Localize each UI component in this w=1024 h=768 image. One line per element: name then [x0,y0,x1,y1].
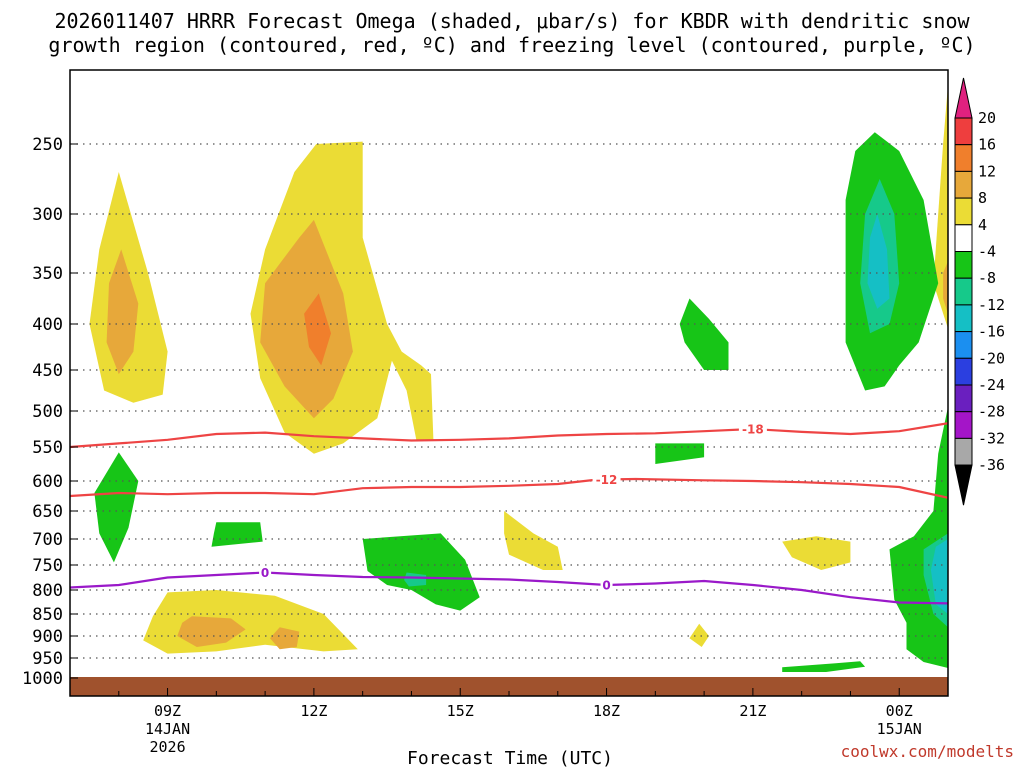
xtick-label-18Z: 18Z [593,702,620,720]
colorbar-tick-10: -24 [978,376,1005,394]
colorbar-tick-5: -4 [978,243,996,261]
credit-link[interactable]: coolwx.com/modelts [841,742,1014,761]
ytick-label-350: 350 [32,264,63,284]
colorbar-tick-0: 20 [978,109,996,127]
colorbar-tick-2: 12 [978,162,996,180]
colorbar-bottom-triangle [954,464,973,506]
colorbar-segment-4 [954,197,973,226]
ytick-label-400: 400 [32,315,63,335]
ytick-label-600: 600 [32,472,63,492]
colorbar-tick-9: -20 [978,349,1005,367]
colorbar-segment-5 [954,224,973,253]
colorbar-tick-13: -36 [978,456,1005,474]
colorbar-tick-11: -28 [978,403,1005,421]
omega-region-rise-right-edge [933,85,948,329]
colorbar-segment-3 [954,170,973,199]
colorbar-tick-7: -12 [978,296,1005,314]
ytick-label-950: 950 [32,649,63,669]
colorbar-segment-12 [954,411,973,439]
xtick-label-00Z: 00Z [886,702,913,720]
ytick-label-800: 800 [32,581,63,601]
omega-region-rise-lower-4b [782,536,851,570]
colorbar-segment-7 [954,277,973,306]
omega-region-sink-left [94,452,139,563]
contour-label-bg-dendritic-bottom [592,472,621,487]
xtick-label-09Z: 09Z [154,702,181,720]
x-axis-label: Forecast Time (UTC) [407,748,613,768]
colorbar-tick-12: -32 [978,429,1005,447]
contour-label-bg-freezing-level-2 [259,565,272,580]
omega-region-rise-right-edge-8 [943,261,948,314]
xtick-label-15Z: 15Z [447,702,474,720]
colorbar-segment-10 [954,357,973,386]
contour-freezing-level [70,571,948,605]
ytick-label-1000: 1000 [22,669,63,689]
chart-title-line1: 2026011407 HRRR Forecast Omega (shaded, … [54,9,970,33]
ytick-label-750: 750 [32,556,63,576]
omega-region-sink-bottom-strip [782,661,866,672]
ground-terrain [70,677,948,696]
ytick-label-300: 300 [32,205,63,225]
omega-region-rise-mid-12 [304,293,331,366]
colorbar-tick-1: 16 [978,136,996,154]
xtick-label-12Z: 12Z [300,702,327,720]
xtick-year-09Z: 2026 [149,738,185,756]
omega-region-sink-right-upper-12 [867,214,890,309]
xtick-label-21Z: 21Z [739,702,766,720]
contour-label-bg-dendritic-top [738,422,767,436]
colorbar-segment-6 [954,251,973,279]
colorbar-segment-8 [954,304,973,333]
omega-region-rise-low-8b [270,627,300,650]
ytick-label-450: 450 [32,361,63,381]
contour-label-bg-freezing-level [600,578,613,592]
colorbar-segment-2 [954,144,973,172]
omega-region-rise-low-8a [177,616,246,647]
omega-region-sink-right-lower-12 [930,539,948,614]
pressure-axis: 2503003504004505005506006507007508008509… [22,135,78,689]
colorbar-tick-8: -16 [978,323,1005,341]
colorbar-segment-1 [954,117,973,146]
colorbar-segment-9 [954,331,973,359]
temperature-contours: -12 -18 0 0 [70,422,948,605]
ytick-label-850: 850 [32,605,63,625]
colorbar-tick-6: -8 [978,269,996,287]
ytick-label-700: 700 [32,530,63,550]
omega-region-rise-tiny [689,623,709,647]
omega-region-sink-mid-low [362,533,480,611]
ytick-label-250: 250 [32,135,63,155]
contour-dendritic-top [70,422,948,449]
omega-region-sink-mid-low-8 [404,572,427,587]
contour-label-dendritic-bottom: -12 [596,473,618,487]
contour-label-dendritic-top: -18 [742,423,764,437]
omega-region-rise-left-8 [106,249,139,375]
colorbar-segment-13 [954,437,973,466]
ytick-label-650: 650 [32,502,63,522]
colorbar: 20 16 12 8 4 -4 -8 -12 -16 -20 -24 -28 -32 -36 [954,77,1005,506]
ytick-label-900: 900 [32,627,63,647]
ytick-label-500: 500 [32,402,63,422]
contour-label-freezing-level-2: 0 [261,566,269,580]
ytick-label-550: 550 [32,438,63,458]
chart-title-line2: growth region (contoured, red, ºC) and f… [48,33,975,57]
omega-region-sink-small-c [679,298,729,370]
contour-label-freezing-level: 0 [602,579,610,593]
xtick-date-09Z: 14JAN [145,720,190,738]
xtick-date-00Z: 15JAN [877,720,922,738]
omega-region-sink-small-a [211,522,263,547]
contour-dendritic-bottom [70,477,948,499]
colorbar-tick-3: 8 [978,189,987,207]
omega-region-sink-small-b [655,443,705,464]
omega-region-rise-lower-4a [504,511,563,570]
colorbar-segment-11 [954,384,973,413]
colorbar-tick-4: 4 [978,216,987,234]
